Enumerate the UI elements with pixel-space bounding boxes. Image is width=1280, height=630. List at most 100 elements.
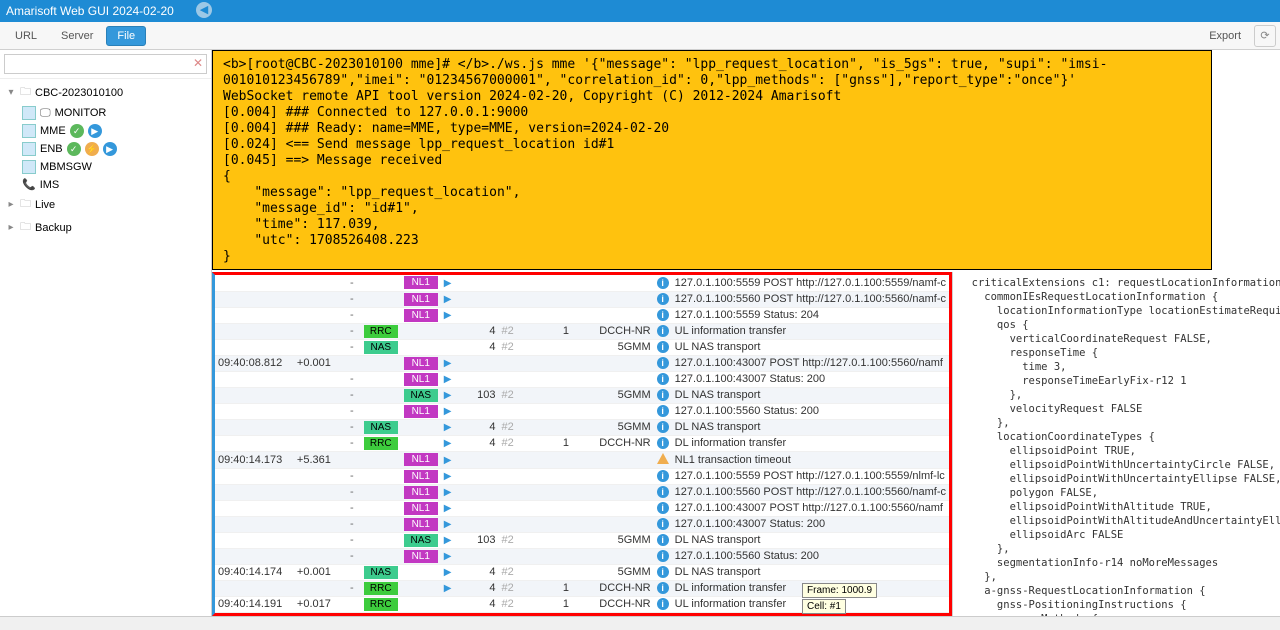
arrow-right-icon: ▶ (444, 422, 452, 433)
folder-icon: 🗀 (20, 83, 31, 102)
expand-icon[interactable]: ▸ (6, 223, 16, 233)
arrow-right-icon: ▶ (444, 519, 452, 530)
info-icon: i (657, 486, 669, 498)
expand-icon[interactable]: ▾ (6, 88, 16, 98)
url-button[interactable]: URL (4, 26, 48, 46)
table-row[interactable]: -NL1▶i127.0.1.100:5560 Status: 200 (215, 403, 949, 419)
info-icon: i (657, 598, 669, 610)
tree-label: IMS (40, 179, 60, 191)
play-icon[interactable]: ▶ (103, 142, 117, 156)
search-input[interactable] (4, 54, 207, 74)
tree-label: MBMSGW (40, 161, 92, 173)
bolt-icon: ⚡ (85, 142, 99, 156)
warning-icon (657, 453, 669, 464)
table-row[interactable]: -NAS4#25GMMiUL NAS transport (215, 339, 949, 355)
arrow-right-icon: ▶ (444, 390, 452, 401)
refresh-icon[interactable]: ⟳ (1254, 25, 1276, 47)
page-icon (22, 142, 36, 156)
tree-label: ENB (40, 143, 63, 155)
table-row[interactable]: -RRC▶4#21DCCH-NRiDL information transfer (215, 435, 949, 451)
info-icon: i (657, 389, 669, 401)
clear-search-icon[interactable]: ✕ (193, 56, 203, 70)
page-icon (22, 160, 36, 174)
arrow-right-icon: ▶ (444, 294, 452, 305)
tree-label: MME (40, 125, 66, 137)
phone-icon: 📞 (22, 178, 36, 191)
info-icon: i (657, 277, 669, 289)
arrow-right-icon: ▶ (444, 438, 452, 449)
tree-item-mme[interactable]: MME ✓ ▶ (0, 122, 211, 140)
tree-item-enb[interactable]: ENB ✓ ⚡ ▶ (0, 140, 211, 158)
server-button[interactable]: Server (50, 26, 104, 46)
info-icon: i (657, 550, 669, 562)
page-icon (22, 124, 36, 138)
status-ok-icon: ✓ (70, 124, 84, 138)
info-icon: i (657, 534, 669, 546)
folder-icon: 🗀 (20, 218, 31, 237)
tree-item-monitor[interactable]: 🖵 MONITOR (0, 104, 211, 122)
info-icon: i (657, 502, 669, 514)
table-row[interactable]: -NL1▶i127.0.1.100:5560 POST http://127.0… (215, 291, 949, 307)
arrow-right-icon: ▶ (444, 567, 452, 578)
info-icon: i (657, 405, 669, 417)
detail-pane[interactable]: criticalExtensions c1: requestLocationIn… (952, 272, 1280, 616)
search-box: ✕ (0, 50, 211, 79)
table-row[interactable]: -NL1▶i127.0.1.100:43007 Status: 200 (215, 371, 949, 387)
arrow-right-icon: ▶ (444, 503, 452, 514)
info-icon: i (657, 341, 669, 353)
monitor-icon: 🖵 (40, 107, 51, 120)
sidebar: ✕ ▾ 🗀 CBC-2023010100 🖵 MONITOR MME ✓ ▶ E (0, 50, 212, 616)
arrow-right-icon: ▶ (444, 471, 452, 482)
info-icon: i (657, 293, 669, 305)
play-icon[interactable]: ▶ (88, 124, 102, 138)
table-row[interactable]: 09:40:08.812+0.001NL1▶i127.0.1.100:43007… (215, 355, 949, 371)
table-row[interactable]: -NL1▶i127.0.1.100:5559 POST http://127.0… (215, 275, 949, 291)
tree-backup[interactable]: ▸ 🗀 Backup (0, 216, 211, 239)
tree-root-label: CBC-2023010100 (35, 87, 123, 99)
app-title: Amarisoft Web GUI 2024-02-20 (6, 4, 174, 18)
tooltip-frame: Frame: 1000.9 (802, 583, 877, 598)
horizontal-scrollbar[interactable] (0, 616, 1280, 630)
info-icon: i (657, 437, 669, 449)
info-icon: i (657, 566, 669, 578)
nav-tree: ▾ 🗀 CBC-2023010100 🖵 MONITOR MME ✓ ▶ ENB… (0, 79, 211, 241)
tree-label: Backup (35, 222, 72, 234)
info-icon: i (657, 582, 669, 594)
terminal-overlay: <b>[root@CBC-2023010100 mme]# </b>./ws.j… (212, 50, 1212, 270)
tree-root[interactable]: ▾ 🗀 CBC-2023010100 (0, 81, 211, 104)
table-row[interactable]: -NL1▶i127.0.1.100:5560 POST http://127.0… (215, 484, 949, 500)
table-row[interactable]: 09:40:14.173+5.361NL1▶NL1 transaction ti… (215, 451, 949, 468)
info-icon: i (657, 421, 669, 433)
info-icon: i (657, 309, 669, 321)
table-row[interactable]: 09:40:14.174+0.001NAS▶4#25GMMiDL NAS tra… (215, 564, 949, 580)
tree-item-ims[interactable]: 📞 IMS (0, 176, 211, 193)
info-icon: i (657, 470, 669, 482)
expand-icon[interactable]: ▸ (6, 200, 16, 210)
table-row[interactable]: -NAS▶103#25GMMiDL NAS transport (215, 387, 949, 403)
table-row[interactable]: -NAS▶4#25GMMiDL NAS transport (215, 419, 949, 435)
toolbar: URL Server File Export ⟳ (0, 22, 1280, 50)
collapse-sidebar-icon[interactable]: ◀ (196, 2, 212, 18)
table-row[interactable]: -NL1▶i127.0.1.100:5559 POST http://127.0… (215, 468, 949, 484)
file-button[interactable]: File (106, 26, 146, 46)
table-row[interactable]: -NAS▶103#25GMMiDL NAS transport (215, 532, 949, 548)
export-button[interactable]: Export (1198, 26, 1252, 46)
table-row[interactable]: -RRC4#21DCCH-NRiUL information transfer (215, 323, 949, 339)
tree-live[interactable]: ▸ 🗀 Live (0, 193, 211, 216)
table-row[interactable]: -NL1▶i127.0.1.100:5559 Status: 204 (215, 307, 949, 323)
tree-label: MONITOR (55, 107, 107, 119)
arrow-right-icon: ▶ (444, 455, 452, 466)
table-row[interactable]: -NL1▶i127.0.1.100:43007 Status: 200 (215, 516, 949, 532)
table-row[interactable]: -NL1▶i127.0.1.100:5560 Status: 200 (215, 548, 949, 564)
tree-item-mbmsgw[interactable]: MBMSGW (0, 158, 211, 176)
info-icon: i (657, 325, 669, 337)
status-ok-icon: ✓ (67, 142, 81, 156)
arrow-right-icon: ▶ (444, 406, 452, 417)
table-row[interactable]: -NL1▶i127.0.1.100:43007 POST http://127.… (215, 500, 949, 516)
arrow-right-icon: ▶ (444, 583, 452, 594)
log-table[interactable]: -NL1▶i127.0.1.100:5559 POST http://127.0… (212, 272, 952, 616)
app-header: Amarisoft Web GUI 2024-02-20 ◀ (0, 0, 1280, 22)
arrow-right-icon: ▶ (444, 278, 452, 289)
arrow-right-icon: ▶ (444, 487, 452, 498)
arrow-right-icon: ▶ (444, 551, 452, 562)
